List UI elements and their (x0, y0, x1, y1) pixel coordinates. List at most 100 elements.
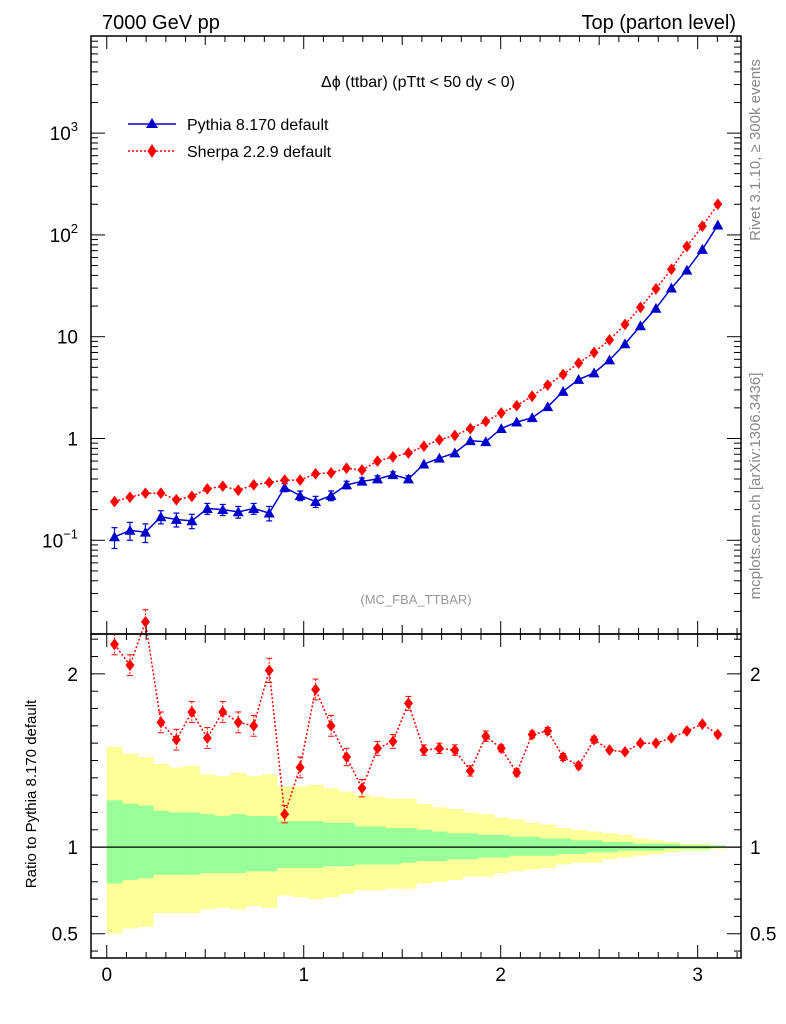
green-band-bin (369, 826, 386, 865)
ratio-point-sherpa (620, 745, 630, 758)
data-point-sherpa (666, 263, 676, 276)
data-point-sherpa (527, 390, 537, 403)
data-point-sherpa (311, 467, 321, 480)
data-point-pythia (681, 264, 693, 275)
series-line-pythia (114, 224, 719, 538)
data-point-pythia (170, 513, 182, 524)
data-point-sherpa (635, 301, 645, 314)
data-point-sherpa (713, 198, 723, 211)
data-point-pythia (279, 481, 291, 492)
data-point-sherpa (125, 491, 135, 504)
ratio-series-line-sherpa (113, 621, 719, 815)
data-point-sherpa (342, 462, 352, 475)
data-point-pythia (201, 503, 213, 513)
green-band-bin (508, 836, 525, 856)
plot-title: Δϕ (ttbar) (pTtt < 50 dy < 0) (321, 74, 515, 91)
legend-label-sherpa: Sherpa 2.2.9 default (187, 144, 332, 161)
green-band-bin (184, 812, 200, 875)
green-band-bin (153, 810, 170, 875)
header-right-label: Top (parton level) (581, 12, 736, 34)
ratio-point-sherpa (635, 737, 645, 750)
ratio-point-sherpa (140, 616, 150, 628)
data-point-pythia (604, 354, 616, 365)
ratio-y-axis-label: Ratio to Pythia 8.170 default (23, 699, 40, 888)
green-band-bin (586, 840, 603, 853)
data-point-pythia (464, 435, 476, 446)
data-point-sherpa (481, 415, 491, 428)
green-band-bin (137, 805, 154, 879)
data-point-sherpa (171, 493, 181, 506)
green-band-bin (555, 838, 572, 855)
green-band-bin (168, 812, 185, 875)
data-point-pythia (542, 401, 554, 412)
data-point-sherpa (388, 451, 398, 463)
data-point-sherpa (156, 487, 166, 500)
ratio-point-sherpa (249, 719, 259, 732)
green-band-bin (478, 834, 494, 858)
ratio-point-sherpa (295, 761, 305, 774)
data-point-sherpa (434, 433, 444, 446)
data-point-pythia (341, 479, 353, 490)
green-band-bin (323, 822, 340, 867)
green-band-bin (261, 815, 278, 872)
data-point-pythia (712, 219, 724, 230)
y-tick-label: 10−1 (42, 526, 78, 552)
ratio-point-sherpa (434, 742, 444, 755)
ratio-point-sherpa (543, 725, 553, 737)
data-point-pythia (217, 504, 229, 515)
ratio-uncertainty-bands (91, 746, 741, 934)
data-point-sherpa (109, 495, 119, 508)
data-point-sherpa (218, 480, 228, 493)
green-band-bin (617, 841, 634, 851)
data-point-pythia (495, 423, 507, 434)
data-point-pythia (634, 320, 646, 331)
green-band-bin (122, 803, 139, 881)
data-point-pythia (294, 490, 306, 500)
ratio-point-sherpa (527, 728, 537, 741)
data-point-sherpa (620, 318, 630, 331)
data-point-sherpa (372, 455, 382, 467)
ratio-point-sherpa (342, 751, 352, 763)
green-band-bin (431, 831, 448, 861)
ratio-point-sherpa (558, 751, 568, 763)
data-point-pythia (186, 515, 198, 526)
legend-marker-pythia (146, 118, 158, 128)
ratio-point-sherpa (311, 683, 321, 696)
data-point-pythia (325, 490, 337, 500)
data-point-sherpa (419, 440, 429, 453)
data-point-sherpa (187, 490, 197, 503)
data-point-pythia (387, 469, 399, 480)
y-tick-label: 10 (57, 328, 78, 349)
green-band-bin (385, 828, 402, 865)
data-point-sherpa (450, 429, 460, 442)
ratio-point-sherpa (574, 759, 584, 772)
green-band-bin (354, 826, 371, 865)
ratio-point-sherpa (403, 697, 413, 710)
data-point-pythia (402, 473, 414, 484)
data-point-pythia (356, 475, 368, 486)
data-point-sherpa (280, 474, 290, 486)
ratio-point-sherpa (372, 742, 382, 755)
data-point-sherpa (605, 334, 615, 346)
data-point-pythia (480, 436, 492, 447)
ratio-point-sherpa (666, 732, 676, 744)
ratio-point-sherpa (697, 718, 707, 730)
data-point-sherpa (574, 357, 584, 369)
ratio-series-layer (109, 609, 723, 824)
data-point-sherpa (465, 422, 475, 435)
data-point-sherpa (682, 240, 692, 253)
y-tick-label: 102 (50, 221, 78, 247)
data-point-sherpa (140, 487, 150, 500)
green-band-bin (524, 836, 541, 856)
green-band-bin (338, 822, 355, 867)
main-series-layer (108, 198, 724, 550)
data-point-sherpa (543, 379, 553, 391)
x-tick-label: 2 (495, 965, 506, 986)
green-band-bin (106, 800, 123, 884)
data-point-pythia (124, 524, 136, 535)
data-point-sherpa (295, 474, 305, 486)
green-band-bin (710, 845, 726, 848)
ratio-point-sherpa (202, 732, 212, 744)
